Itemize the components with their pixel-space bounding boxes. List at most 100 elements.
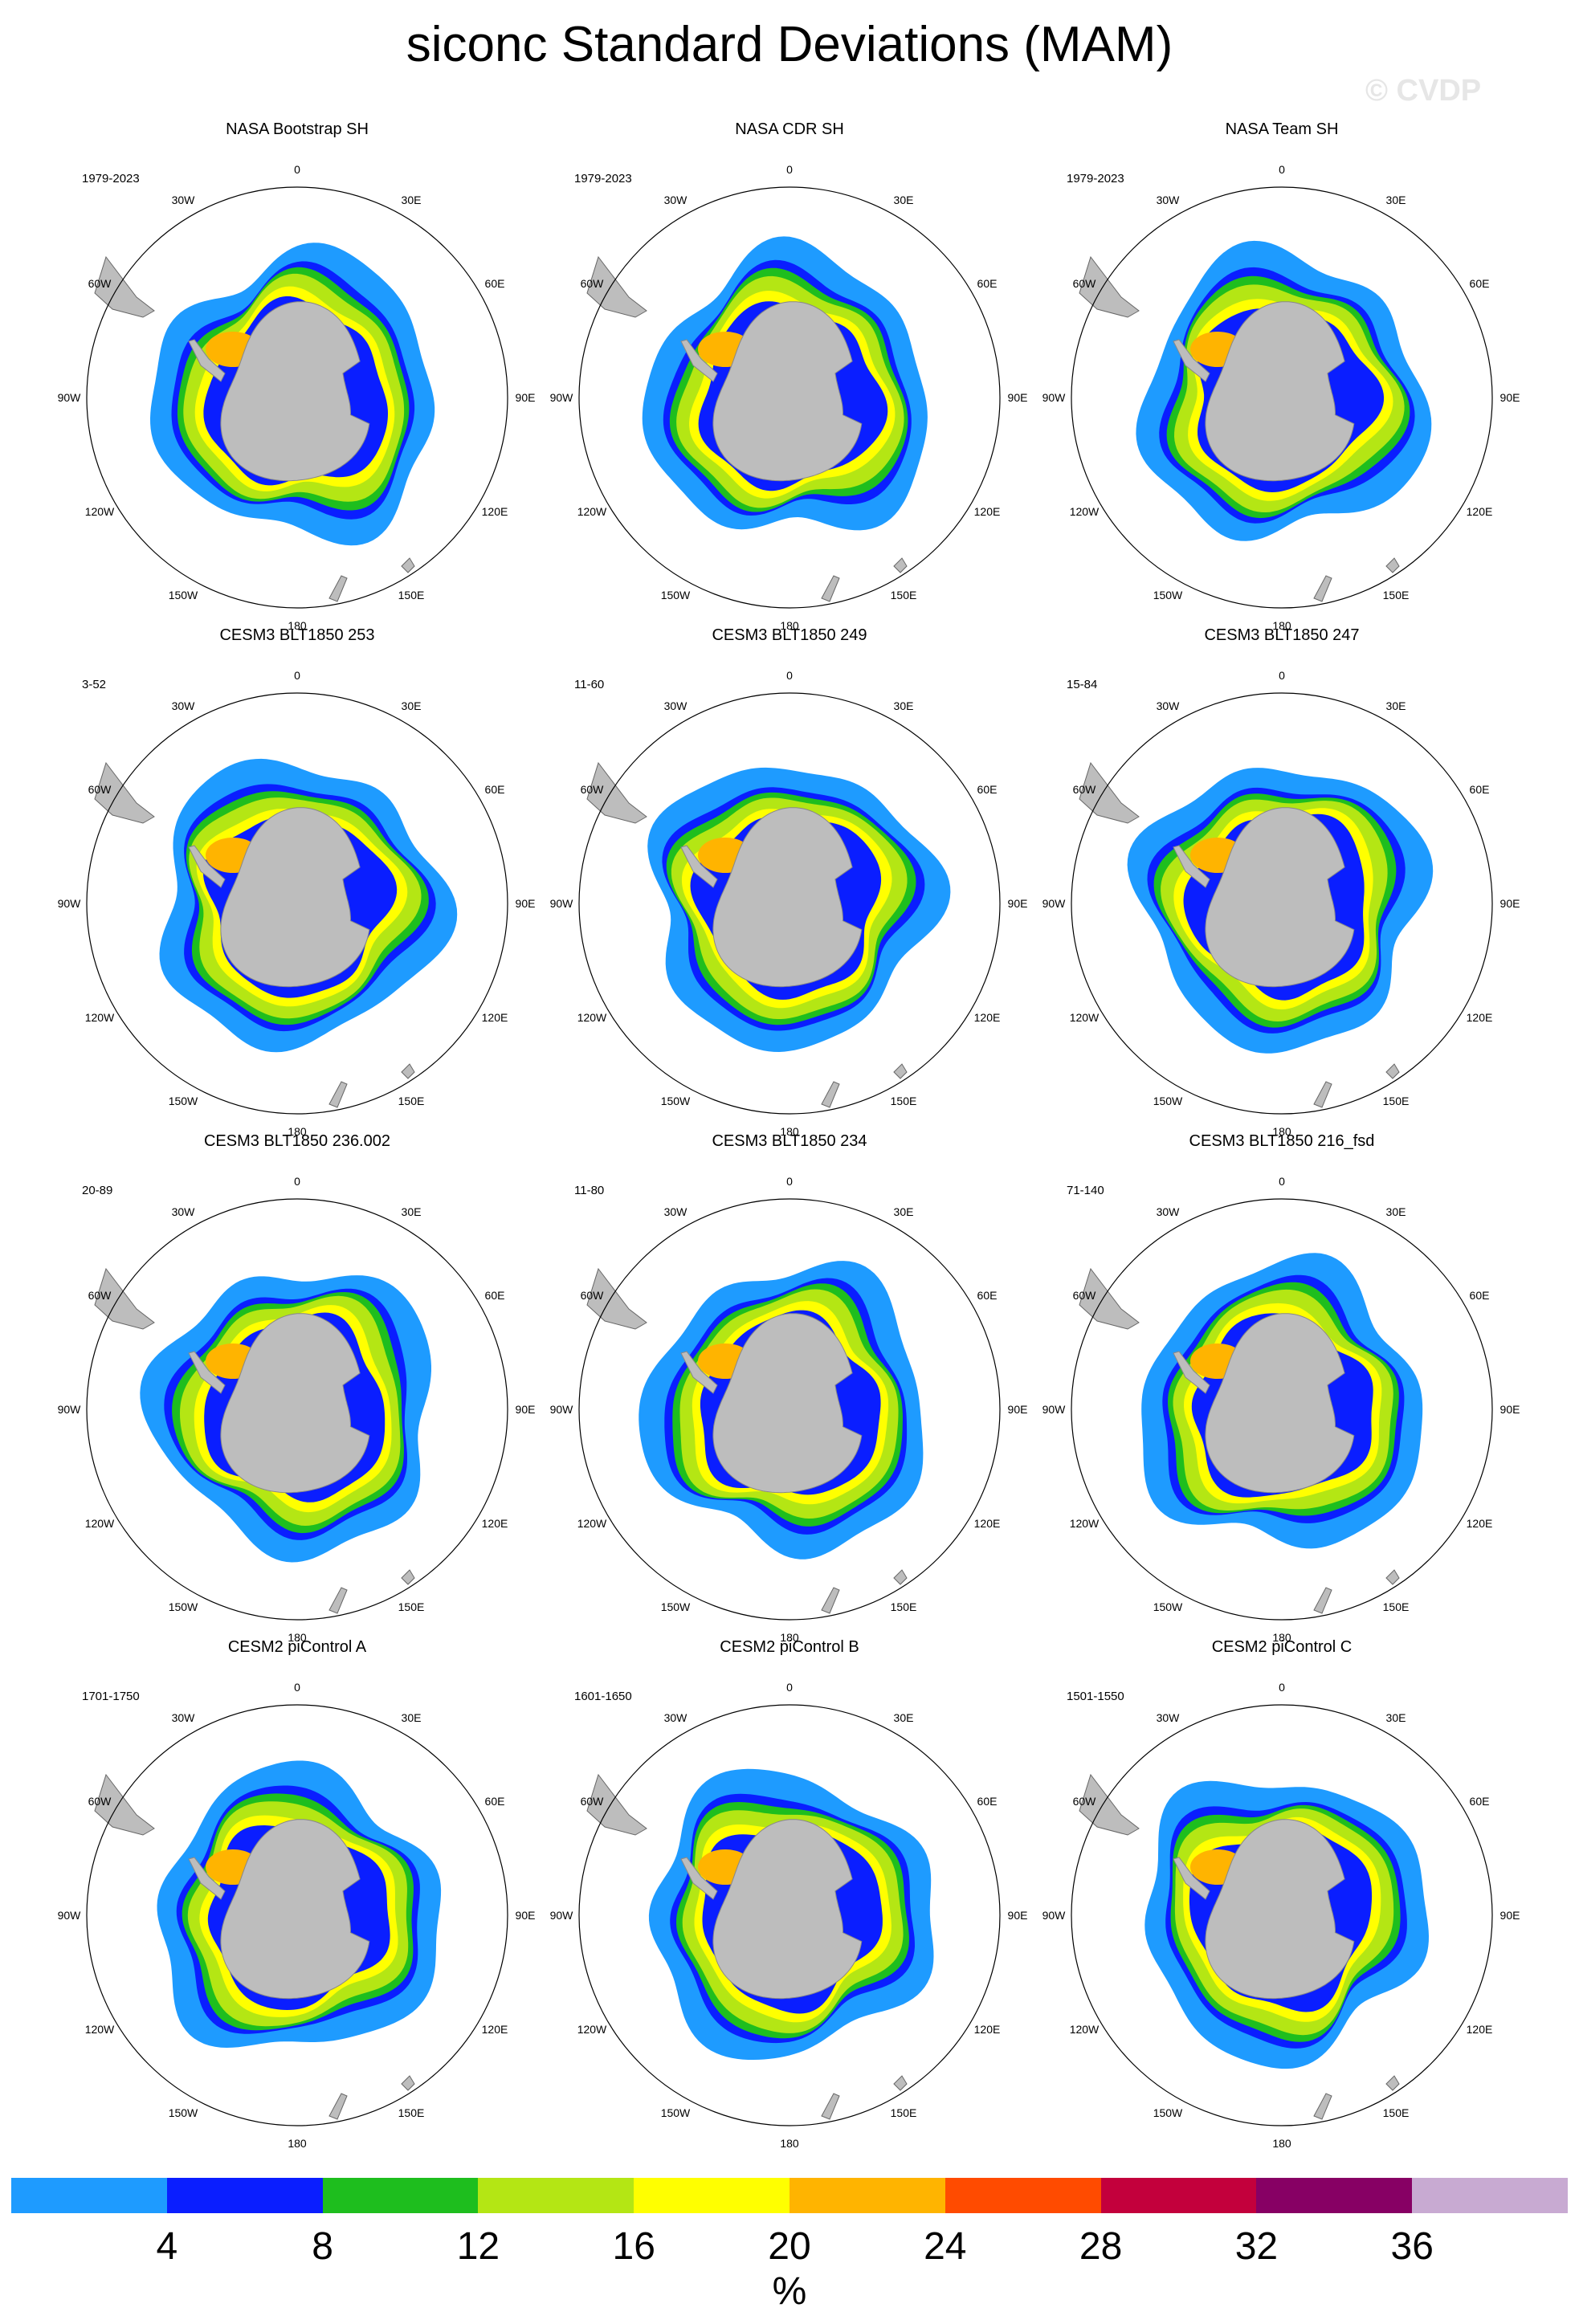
colorbar-tick-label: 28 <box>1079 2225 1123 2268</box>
new-zealand-land <box>821 1081 840 1108</box>
longitude-label: 60W <box>1073 277 1097 290</box>
longitude-label: 120W <box>85 505 115 518</box>
longitude-label: 150E <box>398 1600 425 1613</box>
colorbar-cell <box>789 2178 945 2213</box>
longitude-label: 150E <box>891 1095 917 1107</box>
longitude-label: 90E <box>1500 897 1520 910</box>
longitude-label: 120W <box>1070 1011 1100 1024</box>
tasmania-land <box>401 2075 415 2091</box>
longitude-label: 120W <box>85 1517 115 1530</box>
polar-map: 0 30E 60E 90E 120E 150E 180 150W 120W 90W 60W 30W <box>550 1681 1028 2150</box>
longitude-label: 90W <box>550 391 574 404</box>
longitude-label: 30E <box>402 699 422 712</box>
new-zealand-land <box>328 1587 348 1614</box>
longitude-label: 60E <box>1470 1289 1490 1302</box>
longitude-label: 150E <box>1383 1600 1410 1613</box>
longitude-label: 120W <box>577 1517 607 1530</box>
longitude-label: 60W <box>581 783 605 796</box>
longitude-label: 90E <box>516 1403 536 1416</box>
longitude-label: 30W <box>1157 194 1181 206</box>
longitude-label: 90W <box>58 897 82 910</box>
longitude-label: 90W <box>1042 897 1067 910</box>
longitude-label: 60W <box>88 1795 112 1808</box>
longitude-label: 60E <box>1470 1795 1490 1808</box>
longitude-label: 0 <box>294 1681 300 1694</box>
longitude-label: 0 <box>1279 1681 1285 1694</box>
antarctica-land <box>712 807 863 988</box>
map-boundary-circle <box>1071 186 1493 609</box>
longitude-label: 120W <box>577 1011 607 1024</box>
antarctica-land <box>220 301 370 482</box>
longitude-label: 90E <box>516 391 536 404</box>
antarctica-land <box>1205 301 1355 482</box>
map-boundary-circle <box>1071 692 1493 1115</box>
longitude-label: 60E <box>485 277 505 290</box>
map-panel: CESM3 BLT1850 216_fsd 71-140 0 30E 60E 90E 120… <box>1033 1132 1531 1644</box>
map-boundary-circle <box>86 1198 508 1621</box>
longitude-label: 60E <box>1470 277 1490 290</box>
polar-map: 0 30E 60E 90E 120E 150E 180 150W 120W 90W 60W 30W <box>58 163 536 632</box>
longitude-label: 30W <box>172 194 196 206</box>
tasmania-land <box>401 1569 415 1585</box>
map-boundary-circle <box>578 692 1001 1115</box>
new-zealand-land <box>328 2093 348 2120</box>
map-panel: NASA CDR SH 1979-2023 0 30E 60E 90E 120E 150E 18… <box>541 120 1038 632</box>
map-panel: CESM3 BLT1850 236.002 20-89 0 30E 60E 90E 120E… <box>48 1132 546 1644</box>
longitude-label: 90E <box>516 897 536 910</box>
longitude-label: 60W <box>581 277 605 290</box>
polar-map: 0 30E 60E 90E 120E 150E 180 150W 120W 90W 60W 30W <box>58 1681 536 2150</box>
longitude-label: 180 <box>780 1125 799 1138</box>
colorbar <box>11 2178 1568 2213</box>
longitude-label: 30E <box>402 1205 422 1218</box>
polar-map: 0 30E 60E 90E 120E 150E 180 150W 120W 90W 60W 30W <box>1042 1681 1520 2150</box>
longitude-label: 180 <box>1272 2137 1291 2150</box>
longitude-label: 120W <box>1070 505 1100 518</box>
longitude-label: 120E <box>482 1517 508 1530</box>
polar-map: 0 30E 60E 90E 120E 150E 180 150W 120W 90W 60W 30W <box>1042 1175 1520 1644</box>
longitude-label: 30W <box>664 1205 688 1218</box>
longitude-label: 0 <box>786 669 793 682</box>
longitude-label: 30W <box>1157 1205 1181 1218</box>
panel-title: NASA Team SH <box>1225 120 1339 138</box>
longitude-label: 180 <box>288 619 307 632</box>
longitude-label: 90W <box>550 1909 574 1922</box>
antarctic-peninsula <box>680 1351 718 1394</box>
colorbar-cell <box>166 2178 323 2213</box>
longitude-label: 150E <box>398 589 425 601</box>
antarctic-peninsula <box>188 1857 226 1900</box>
longitude-label: 120E <box>482 505 508 518</box>
antarctica-land <box>1205 807 1355 988</box>
longitude-label: 90W <box>1042 1403 1067 1416</box>
panel-period: 20-89 <box>82 1184 113 1197</box>
polar-map: 0 30E 60E 90E 120E 150E 180 150W 120W 90W 60W 30W <box>1042 669 1520 1138</box>
new-zealand-land <box>821 1587 840 1614</box>
longitude-label: 60W <box>1073 1289 1097 1302</box>
panel-period: 1979-2023 <box>82 172 140 186</box>
antarctica-land <box>1205 1819 1355 2000</box>
longitude-label: 150W <box>1153 1600 1183 1613</box>
longitude-label: 180 <box>288 1125 307 1138</box>
tasmania-land <box>1385 1569 1400 1585</box>
tasmania-land <box>401 1063 415 1079</box>
longitude-label: 120W <box>85 2023 115 2036</box>
longitude-label: 150E <box>398 2106 425 2119</box>
longitude-label: 120E <box>974 505 1001 518</box>
polar-map: 0 30E 60E 90E 120E 150E 180 150W 120W 90W 60W 30W <box>550 1175 1028 1644</box>
longitude-label: 90W <box>550 1403 574 1416</box>
longitude-label: 30E <box>894 699 914 712</box>
longitude-label: 180 <box>780 1631 799 1644</box>
longitude-label: 150E <box>1383 2106 1410 2119</box>
panel-title: CESM3 BLT1850 249 <box>712 626 867 644</box>
longitude-label: 150W <box>169 1095 198 1107</box>
longitude-label: 30W <box>172 699 196 712</box>
longitude-label: 60E <box>977 1795 998 1808</box>
longitude-label: 60W <box>581 1289 605 1302</box>
antarctic-peninsula <box>680 1857 718 1900</box>
longitude-label: 90E <box>1008 897 1028 910</box>
antarctica-land <box>1205 1313 1355 1494</box>
map-panel: CESM3 BLT1850 249 11-60 0 30E 60E 90E 120E 150E… <box>541 626 1038 1138</box>
longitude-label: 120E <box>482 1011 508 1024</box>
longitude-label: 120W <box>85 1011 115 1024</box>
longitude-label: 60W <box>88 783 112 796</box>
longitude-label: 120E <box>482 2023 508 2036</box>
